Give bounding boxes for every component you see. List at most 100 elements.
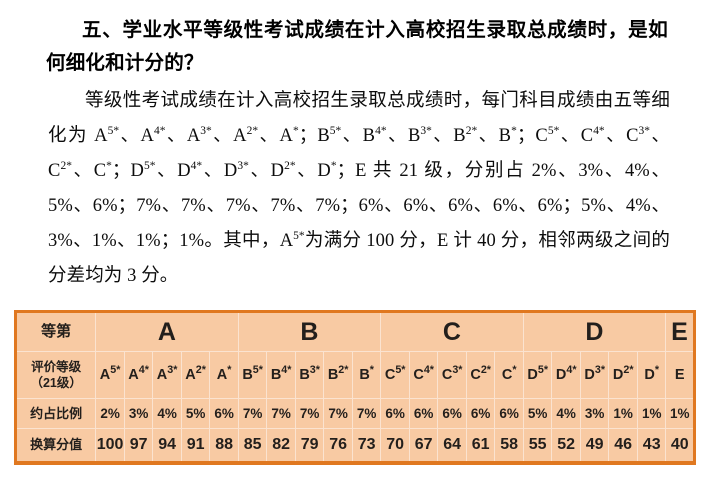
ratio-cell: 7% [295,398,325,429]
grade-code-cell: C* [494,351,524,399]
ratio-cell: 6% [466,398,496,429]
grade-superscript: 4* [190,159,203,172]
grade-code-cell: B2* [323,351,353,399]
ratio-cell: 7% [266,398,296,429]
ratio-cell: 1% [608,398,638,429]
grade-code-cell: B* [352,351,382,399]
band-header-a: A [95,311,239,352]
grade-superscript: 4* [375,124,387,137]
score-cell: 76 [323,428,353,463]
grade-code-cell: A2* [181,351,211,399]
score-cell: 97 [124,428,154,463]
score-cell: 85 [238,428,268,463]
grade-code-cell: D3* [580,351,610,399]
grade-code-superscript: 4* [281,364,292,377]
band-header-e: E [665,311,695,352]
grade-code-superscript: 5* [537,364,548,377]
grade-code-cell: A5* [95,351,125,399]
band-header-d: D [523,311,667,352]
grade-superscript: 2* [246,124,259,137]
row-label-level: 评价等级 （21级） [15,351,97,399]
ratio-cell: 7% [352,398,382,429]
score-cell: 100 [95,428,125,463]
grade-code-superscript: 3* [452,364,463,377]
score-cell: 79 [295,428,325,463]
ratio-cell: 6% [209,398,239,429]
ratio-cell: 5% [181,398,211,429]
score-cell: 94 [152,428,182,463]
score-cell: 61 [466,428,496,463]
ratio-cell: 4% [152,398,182,429]
grade-code-cell: B5* [238,351,268,399]
ratio-cell: 6% [380,398,410,429]
grade-superscript: 5* [293,229,305,242]
grade-code-superscript: 5* [252,364,263,377]
grade-superscript: 4* [153,124,166,137]
ratio-cell: 4% [551,398,581,429]
score-cell: 58 [494,428,524,463]
grade-superscript: 5* [329,124,342,137]
ratio-cell: 3% [580,398,610,429]
grade-code-superscript: 2* [623,364,634,377]
grade-code-superscript: * [369,364,374,377]
score-cell: 46 [608,428,638,463]
grade-superscript: 2* [60,159,72,172]
score-cell: 88 [209,428,239,463]
grade-code-superscript: 3* [594,364,605,377]
grade-code-cell: A3* [152,351,182,399]
grade-code-superscript: * [227,364,232,377]
grade-superscript: * [106,159,112,172]
score-cell: 55 [523,428,553,463]
grade-superscript: 5* [143,159,156,172]
grade-code-cell: C2* [466,351,496,399]
score-cell: 73 [352,428,382,463]
grade-superscript: 5* [107,124,120,137]
score-cell: 40 [665,428,695,463]
grade-code-cell: C4* [409,351,439,399]
ratio-cell: 6% [494,398,524,429]
grade-code-cell: A4* [124,351,154,399]
grade-superscript: 3* [237,159,249,172]
band-header-c: C [380,311,524,352]
grade-code-superscript: 5* [110,364,121,377]
grade-superscript: 5* [547,124,560,137]
ratio-cell: 1% [637,398,667,429]
grade-superscript: 3* [200,124,212,137]
grade-superscript: 2* [284,159,296,172]
score-cell: 43 [637,428,667,463]
row-label-ratio: 约占比例 [15,398,97,429]
table-row-ratios: 约占比例 2% 3% 4% 5% 6% 7% 7% 7% 7% 7% 6% 6% 6% 6% 6% 5% 4% 3… [15,398,695,429]
grade-code-cell: E [665,351,695,399]
table-row-codes: 评价等级 （21级） A5* A4* A3* A2* A* B5* B4* B3* B2* B* C… [15,351,695,399]
grade-code-superscript: 5* [395,364,406,377]
body-paragraph: 等级性考试成绩在计入高校招生录取总成绩时，每门科目成绩由五等细化为 A5*、A4… [48,91,671,286]
ratio-cell: 1% [665,398,695,429]
ratio-cell: 3% [124,398,154,429]
grade-superscript: 4* [593,124,605,137]
grade-code-cell: D5* [523,351,553,399]
grade-code-cell: C5* [380,351,410,399]
score-cell: 82 [266,428,296,463]
row-label-score: 换算分值 [15,428,97,463]
grade-code-superscript: 3* [309,364,320,377]
row-label-level-line2: （21级） [30,376,82,390]
grade-code-cell: B4* [266,351,296,399]
grade-superscript: * [292,124,299,137]
grade-code-cell: A* [209,351,239,399]
grade-code-cell: D4* [551,351,581,399]
grade-code-superscript: 4* [138,364,149,377]
grade-code-superscript: 4* [566,364,577,377]
score-cell: 64 [437,428,467,463]
grade-superscript: * [330,159,337,172]
ratio-cell: 6% [409,398,439,429]
band-header-b: B [238,311,382,352]
grade-code-superscript: 2* [480,364,491,377]
grade-code-cell: B3* [295,351,325,399]
table-row-scores: 换算分值 100 97 94 91 88 85 82 79 76 73 70 67 64 61 58 55 52… [15,428,695,463]
ratio-cell: 6% [437,398,467,429]
grade-superscript: 3* [420,124,432,137]
grade-code-superscript: 3* [167,364,178,377]
